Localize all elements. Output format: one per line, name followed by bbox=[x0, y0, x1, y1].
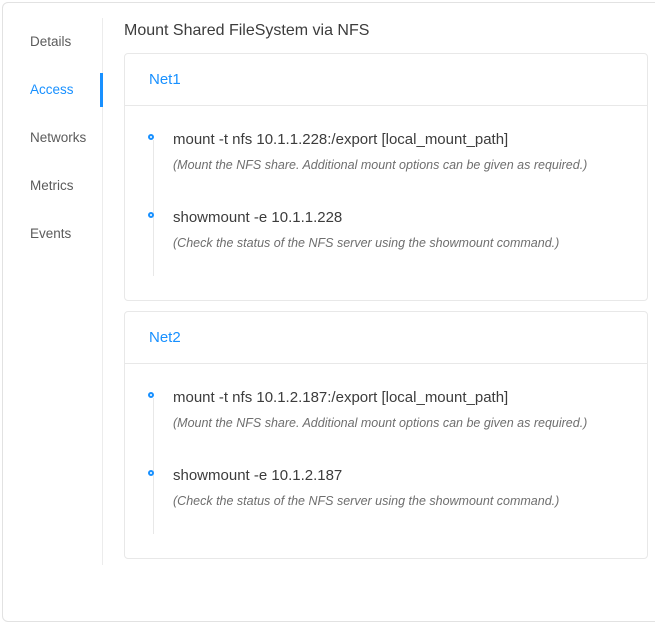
page-title: Mount Shared FileSystem via NFS bbox=[124, 22, 370, 39]
net2-command-timeline: mount -t nfs 10.1.2.187:/export [local_m… bbox=[148, 388, 623, 540]
tab-events[interactable]: Events bbox=[30, 226, 72, 241]
net2-card-header: Net2 bbox=[125, 312, 647, 364]
mount-command: mount -t nfs 10.1.2.187:/export [local_m… bbox=[173, 389, 509, 406]
timeline-dot-icon bbox=[148, 212, 154, 218]
tab-details[interactable]: Details bbox=[30, 34, 72, 49]
timeline-dot-icon bbox=[148, 392, 154, 398]
tab-metrics[interactable]: Metrics bbox=[30, 178, 74, 193]
showmount-command-note: (Check the status of the NFS server usin… bbox=[173, 494, 560, 508]
tab-access-label: Access bbox=[30, 82, 74, 97]
mount-command: mount -t nfs 10.1.1.228:/export [local_m… bbox=[173, 131, 509, 148]
showmount-command: showmount -e 10.1.1.228 bbox=[173, 209, 343, 226]
timeline-dot-icon bbox=[148, 134, 154, 140]
net2-link[interactable]: Net2 bbox=[149, 329, 181, 346]
net1-card-header: Net1 bbox=[125, 54, 647, 106]
showmount-command-note: (Check the status of the NFS server usin… bbox=[173, 236, 560, 250]
mount-command-note: (Mount the NFS share. Additional mount o… bbox=[173, 158, 588, 172]
net1-command-timeline: mount -t nfs 10.1.1.228:/export [local_m… bbox=[148, 130, 623, 282]
mount-command-note: (Mount the NFS share. Additional mount o… bbox=[173, 416, 588, 430]
net1-link[interactable]: Net1 bbox=[149, 71, 181, 88]
net2-card-body: mount -t nfs 10.1.2.187:/export [local_m… bbox=[125, 364, 647, 558]
net1-card-body: mount -t nfs 10.1.1.228:/export [local_m… bbox=[125, 106, 647, 300]
vertical-tabs: Details Access Networks Metrics Events bbox=[3, 3, 103, 621]
showmount-command: showmount -e 10.1.2.187 bbox=[173, 467, 343, 484]
active-tab-indicator bbox=[100, 73, 103, 107]
timeline-step: showmount -e 10.1.2.187 (Check the statu… bbox=[148, 466, 623, 540]
tab-access[interactable]: Access bbox=[3, 66, 103, 114]
timeline-step: mount -t nfs 10.1.2.187:/export [local_m… bbox=[148, 388, 623, 432]
timeline-dot-icon bbox=[148, 470, 154, 476]
timeline-step: mount -t nfs 10.1.1.228:/export [local_m… bbox=[148, 130, 623, 174]
access-tab-content: Mount Shared FileSystem via NFS Net1 mou… bbox=[124, 3, 648, 621]
tab-networks[interactable]: Networks bbox=[30, 130, 87, 145]
network-card-net1: Net1 mount -t nfs 10.1.1.228:/export [lo… bbox=[124, 53, 648, 301]
timeline-step: showmount -e 10.1.1.228 (Check the statu… bbox=[148, 208, 623, 282]
network-card-net2: Net2 mount -t nfs 10.1.2.187:/export [lo… bbox=[124, 311, 648, 559]
